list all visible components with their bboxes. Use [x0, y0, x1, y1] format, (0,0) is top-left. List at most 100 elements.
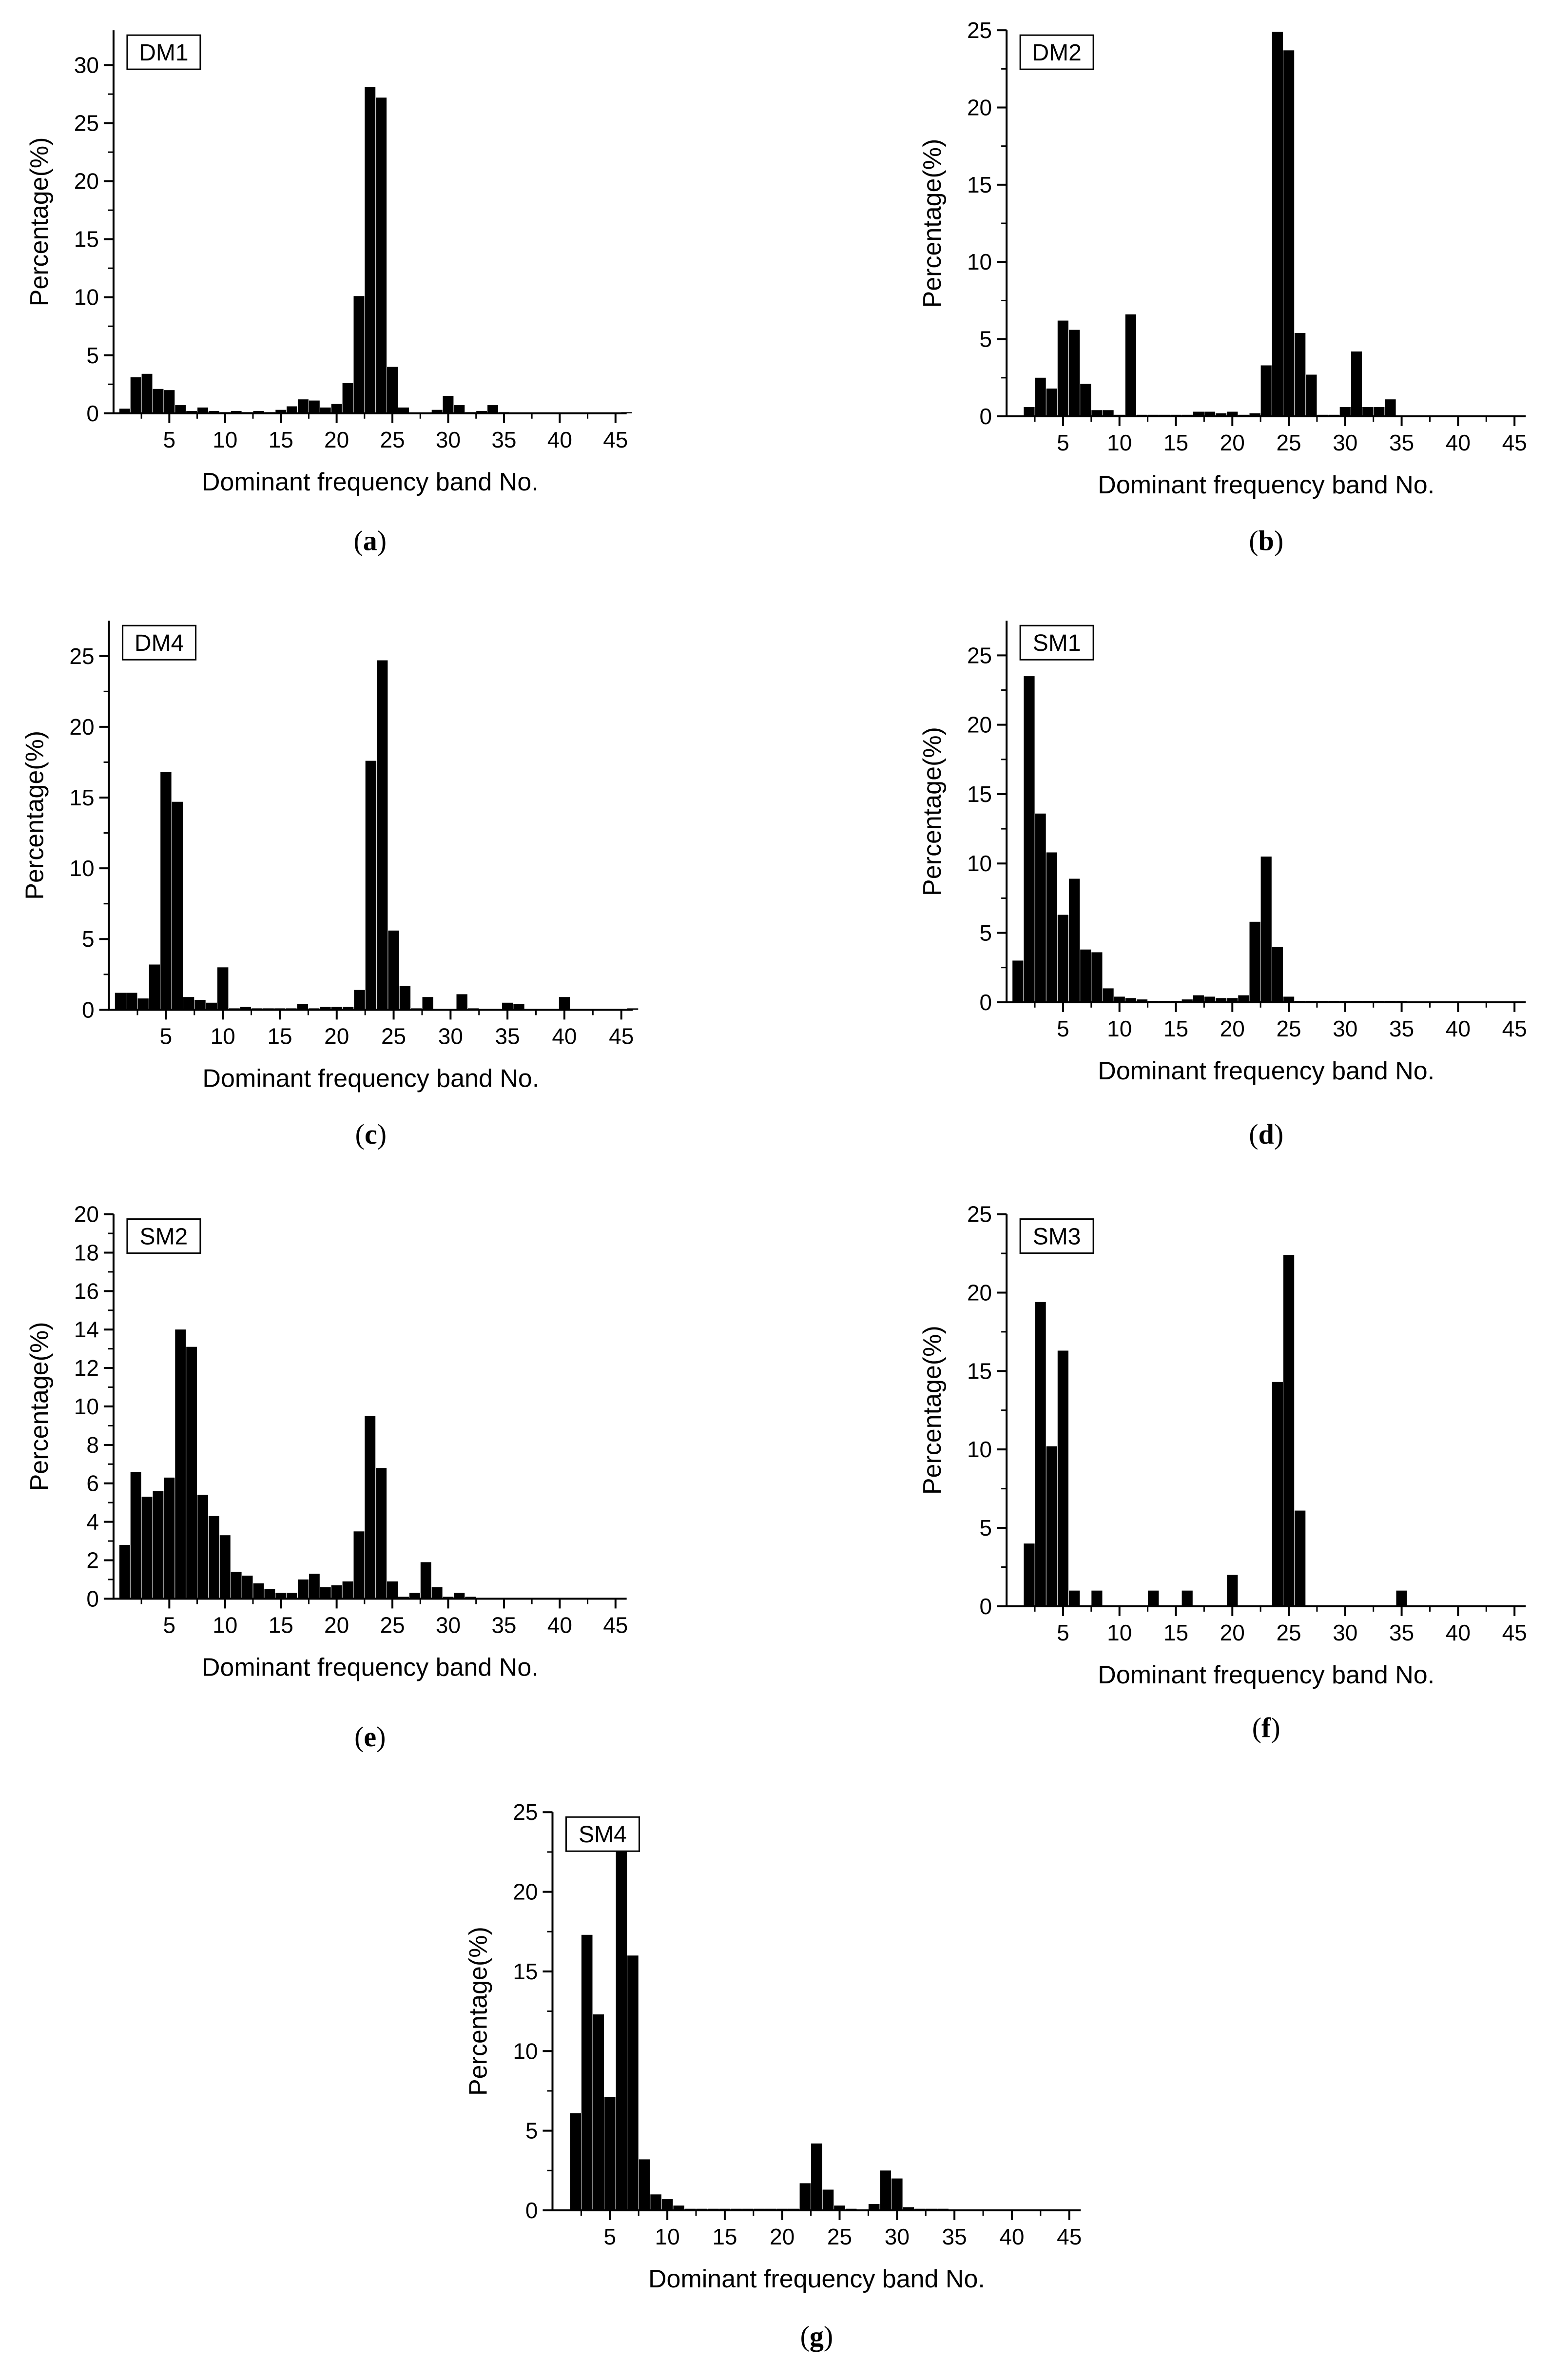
- bar-8: [197, 407, 208, 413]
- x-tick-label: 5: [1057, 430, 1069, 455]
- bar-16: [287, 406, 297, 413]
- x-tick-label: 35: [942, 2224, 967, 2249]
- bar-12: [242, 1576, 253, 1599]
- bar-24: [1272, 1382, 1283, 1606]
- x-tick-label: 20: [1220, 430, 1245, 455]
- x-tick-label: 10: [1107, 1016, 1132, 1041]
- panel-label-box: [126, 34, 201, 70]
- bar-9: [1103, 410, 1114, 416]
- bar-23: [365, 87, 376, 413]
- x-tick-label: 20: [1220, 1016, 1245, 1041]
- x-tick-label: 45: [1502, 1620, 1527, 1645]
- panel-label: SM4: [579, 1822, 627, 1848]
- bar-10: [661, 2199, 673, 2210]
- bar-23: [1260, 857, 1272, 1002]
- y-tick-label: 5: [980, 1515, 992, 1541]
- chart-panel-b: 0 5 10 15 20 25 5 10 15 20 25 30 35 40 45 Dominant freq…: [918, 18, 1527, 557]
- bar-6: [1069, 878, 1080, 1002]
- bar-19: [320, 1007, 331, 1010]
- bar-24: [376, 1468, 387, 1599]
- x-tick-label: 25: [1276, 1016, 1301, 1041]
- y-tick-label: 25: [967, 1202, 992, 1227]
- bar-13: [253, 411, 264, 413]
- x-tick-label: 35: [491, 427, 516, 452]
- x-tick-label: 5: [1057, 1016, 1069, 1041]
- bar-25: [834, 2205, 845, 2210]
- x-tick-label: 15: [1163, 1620, 1188, 1645]
- bar-26: [398, 1597, 409, 1599]
- bar-2: [1024, 1543, 1035, 1606]
- x-axis-label: Dominant frequency band No.: [1098, 1661, 1434, 1689]
- x-tick-label: 15: [712, 2224, 737, 2249]
- x-tick-label: 30: [885, 2224, 910, 2249]
- bar-19: [1216, 413, 1227, 416]
- x-tick-label: 15: [1163, 430, 1188, 455]
- x-tick-label: 15: [1163, 1016, 1188, 1041]
- bar-11: [1125, 998, 1136, 1002]
- x-tick-label: 20: [324, 1023, 349, 1049]
- bar-31: [903, 2207, 914, 2210]
- bar-5: [1057, 1350, 1068, 1606]
- bar-8: [1091, 1590, 1103, 1606]
- y-tick-label: 0: [980, 404, 992, 429]
- bar-5: [604, 2097, 616, 2210]
- bar-6: [175, 405, 186, 413]
- bar-23: [811, 2143, 822, 2210]
- x-tick-label: 10: [213, 1612, 237, 1638]
- bar-32: [465, 1597, 476, 1599]
- bar-20: [331, 404, 342, 413]
- x-tick-label: 45: [1057, 2224, 1082, 2249]
- bar-5: [1057, 915, 1068, 1002]
- y-tick-label: 20: [513, 1879, 538, 1905]
- bar-21: [342, 1007, 354, 1010]
- bar-46: [627, 1008, 639, 1010]
- panel-label-box: [565, 1816, 640, 1852]
- bar-26: [1295, 1510, 1306, 1606]
- bar-33: [476, 411, 487, 413]
- x-axis-label: Dominant frequency band No.: [1098, 471, 1434, 499]
- bar-25: [388, 930, 399, 1010]
- bar-28: [868, 2204, 880, 2210]
- bar-8: [1091, 952, 1103, 1002]
- y-tick-label: 15: [69, 785, 94, 810]
- x-tick-label: 40: [1446, 430, 1471, 455]
- panel-caption: (b): [1249, 525, 1283, 557]
- x-tick-label: 40: [1446, 1620, 1471, 1645]
- y-tick-label: 2: [86, 1547, 99, 1573]
- bar-31: [454, 405, 465, 413]
- bar-19: [320, 1587, 331, 1599]
- panel-label: SM1: [1033, 630, 1081, 656]
- bar-7: [1080, 949, 1091, 1002]
- bar-4: [1046, 852, 1057, 1002]
- y-tick-label: 25: [74, 111, 99, 136]
- bar-18: [309, 400, 320, 413]
- bar-8: [639, 2159, 650, 2210]
- panel-label: SM2: [140, 1224, 188, 1250]
- y-tick-label: 20: [69, 714, 94, 740]
- bar-19: [320, 407, 331, 413]
- bar-4: [1046, 1446, 1057, 1606]
- bar-11: [1125, 314, 1136, 416]
- panel-label-box: [1019, 624, 1094, 661]
- bar-12: [1136, 999, 1148, 1002]
- bar-25: [1283, 50, 1295, 417]
- bar-2: [130, 1472, 141, 1599]
- bar-6: [175, 1329, 186, 1599]
- y-tick-label: 12: [74, 1355, 99, 1381]
- bar-9: [206, 1002, 217, 1010]
- bar-29: [431, 1587, 443, 1599]
- bar-34: [1385, 399, 1396, 416]
- bar-22: [1249, 921, 1260, 1002]
- bar-24: [376, 98, 387, 413]
- x-tick-label: 40: [547, 1612, 572, 1638]
- bar-2: [1024, 676, 1035, 1002]
- y-tick-label: 5: [525, 2118, 538, 2144]
- bar-9: [208, 411, 219, 413]
- x-tick-label: 10: [1107, 430, 1132, 455]
- x-tick-label: 25: [1276, 1620, 1301, 1645]
- y-tick-label: 15: [967, 172, 992, 197]
- bar-27: [409, 1593, 420, 1599]
- bar-3: [141, 1497, 153, 1599]
- bar-16: [1182, 999, 1193, 1002]
